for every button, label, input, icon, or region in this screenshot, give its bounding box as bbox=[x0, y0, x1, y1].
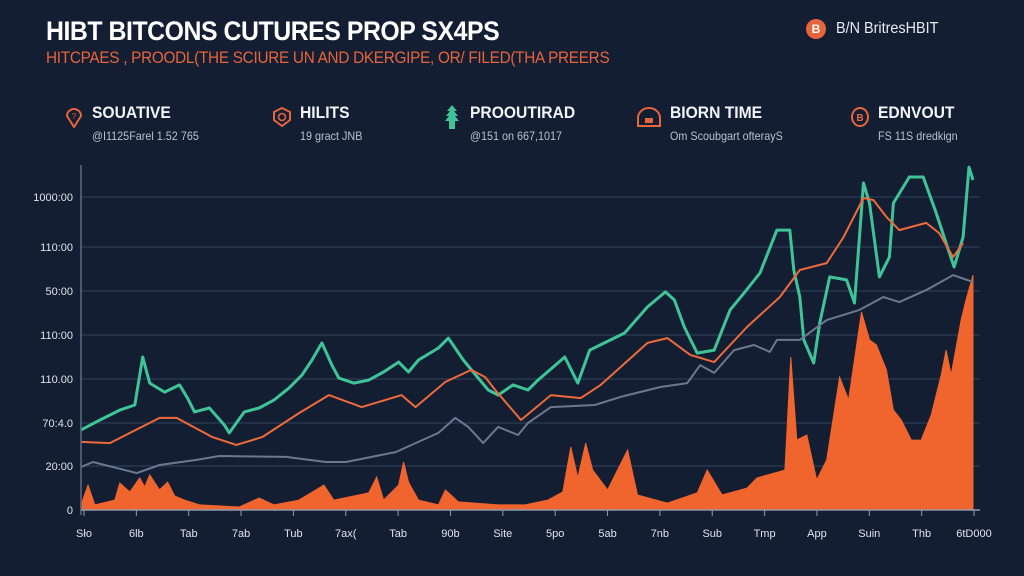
x-tick-label: Tab bbox=[389, 528, 407, 540]
y-tick-label: 110.00 bbox=[40, 374, 73, 386]
x-tick-label: Tub bbox=[284, 528, 303, 540]
y-tick-label: 0 bbox=[67, 505, 73, 517]
x-tick-label: 7nb bbox=[651, 528, 669, 540]
stat-subtitle: Om Scoubgart ofterayS bbox=[670, 129, 783, 143]
brand-text: B/N BritresHBIT bbox=[836, 20, 939, 37]
y-tick-label: 20:00 bbox=[45, 461, 73, 473]
x-tick-label: 6tD000 bbox=[956, 528, 991, 540]
stat-item: ? SOUATIVE @I1125Farel 1.52 765 bbox=[64, 103, 211, 143]
stat-item: B EDNVOUT FS 11S dredkign bbox=[850, 103, 967, 143]
x-tick-label: Thb bbox=[912, 528, 931, 540]
x-tick-label: Sło bbox=[76, 528, 92, 540]
shield-pin-icon: ? bbox=[64, 105, 84, 129]
tree-icon bbox=[442, 105, 462, 129]
x-tick-label: Tab bbox=[180, 528, 198, 540]
x-tick-label: Tmp bbox=[754, 528, 776, 540]
x-tick-label: Sub bbox=[702, 528, 722, 540]
x-tick-label: 90b bbox=[441, 528, 459, 540]
svg-text:?: ? bbox=[72, 112, 77, 121]
orange-average-line bbox=[80, 197, 964, 446]
stat-subtitle: @I1125Farel 1.52 765 bbox=[92, 129, 199, 143]
green-price-line bbox=[80, 165, 975, 435]
stat-title: HILITS bbox=[300, 103, 350, 122]
x-tick-label: Site bbox=[493, 528, 512, 540]
stat-title: SOUATIVE bbox=[92, 103, 171, 122]
stat-subtitle: FS 11S dredkign bbox=[878, 129, 958, 143]
stat-item: BIORN TIME Om Scoubgart ofterayS bbox=[636, 103, 795, 143]
gray-trend-line bbox=[80, 274, 974, 475]
x-tick-label: 6lb bbox=[129, 528, 144, 540]
x-tick-label: 5ab bbox=[598, 528, 616, 540]
x-tick-label: 7ab bbox=[232, 528, 250, 540]
coin-icon: B bbox=[850, 105, 870, 129]
x-tick-label: App bbox=[807, 528, 827, 540]
y-tick-label: 50:00 bbox=[45, 286, 73, 298]
y-tick-label: 110:00 bbox=[40, 242, 73, 254]
x-tick-label: 5po bbox=[546, 528, 564, 540]
stat-item: PROOUTIRAD @151 on 667,1017 bbox=[442, 103, 584, 143]
page-subtitle: HITCPAES , PROODL(THE SCIURE UN AND DKER… bbox=[46, 48, 610, 67]
y-tick-label: 1000:00 bbox=[33, 192, 73, 204]
stat-title: BIORN TIME bbox=[670, 103, 763, 122]
x-tick-label: Suin bbox=[858, 528, 880, 540]
page-title: HIBT BITCONS CUTURES PROP SX4PS bbox=[46, 16, 500, 46]
bitcoin-logo-icon: B bbox=[806, 19, 826, 39]
stat-item: HILITS 19 gract JNB bbox=[272, 103, 369, 143]
x-tick-label: 7ax( bbox=[335, 528, 357, 540]
volume-area bbox=[80, 274, 974, 511]
brand: B B/N BritresHBIT bbox=[806, 19, 950, 39]
y-tick-label: 110:00 bbox=[40, 330, 73, 342]
stat-title: PROOUTIRAD bbox=[470, 103, 576, 122]
svg-text:B: B bbox=[856, 113, 863, 124]
y-tick-label: 70:4.0 bbox=[42, 418, 73, 430]
stat-subtitle: @151 on 667,1017 bbox=[470, 129, 563, 143]
clock-badge-icon bbox=[272, 105, 292, 129]
stat-title: EDNVOUT bbox=[878, 103, 955, 122]
dome-icon bbox=[636, 105, 662, 129]
stat-subtitle: 19 gract JNB bbox=[300, 129, 363, 143]
